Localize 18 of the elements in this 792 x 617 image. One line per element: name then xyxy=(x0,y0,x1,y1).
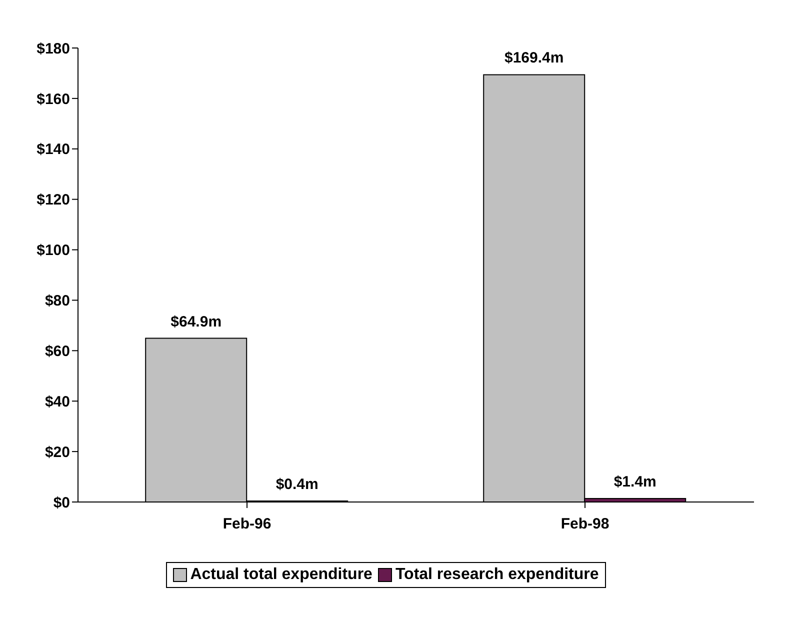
y-tick-label: $40 xyxy=(44,393,70,410)
y-tick-label: $60 xyxy=(44,342,70,360)
data-label: $169.4m xyxy=(504,50,564,67)
data-label: $64.9m xyxy=(170,313,222,330)
x-tick-label: Feb-98 xyxy=(560,516,610,533)
y-tick-label: $0 xyxy=(53,494,70,512)
data-label: $0.4m xyxy=(276,476,318,493)
data-label: $1.4m xyxy=(614,473,656,490)
y-tick-label: $80 xyxy=(44,292,70,310)
y-tick-label: $20 xyxy=(44,444,70,461)
y-tick-label: $140 xyxy=(36,141,70,158)
y-tick-label: $180 xyxy=(36,40,70,58)
legend-label: Actual total expenditure xyxy=(189,566,372,584)
x-tick-label: Feb-96 xyxy=(222,516,272,533)
y-tick-label: $120 xyxy=(36,192,70,209)
y-tick-label: $160 xyxy=(36,90,70,108)
y-tick-label: $100 xyxy=(36,242,70,260)
legend-label: Total research expenditure xyxy=(394,566,599,584)
